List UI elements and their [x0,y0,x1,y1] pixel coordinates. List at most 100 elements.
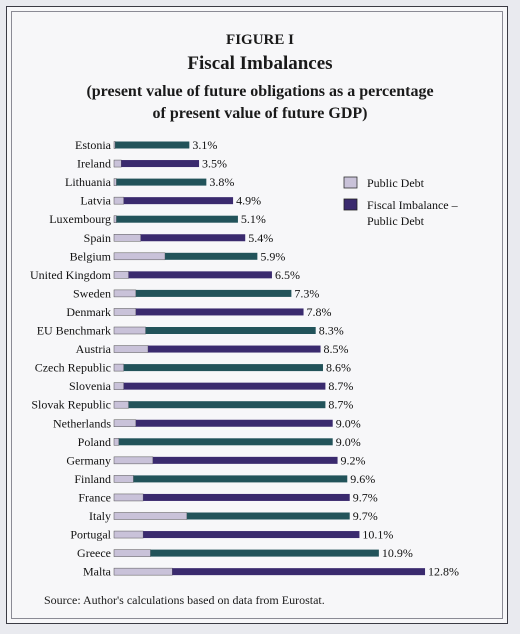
value-label: 10.9% [382,546,413,560]
value-label: 3.1% [192,138,217,152]
bar-fiscal-imbalance [140,234,246,242]
bar-fiscal-imbalance [148,345,321,353]
bar-public-debt [113,271,129,279]
bar-fiscal-imbalance [133,475,348,483]
bar-fiscal-imbalance [128,401,326,409]
value-label: 7.3% [294,286,319,300]
legend-label-public-debt: Public Debt [367,176,425,190]
category-label: Portugal [70,528,111,542]
category-label: Poland [78,435,111,449]
bar-public-debt [113,326,146,335]
value-label: 3.5% [202,157,227,171]
value-label: 8.7% [328,379,353,393]
bar-public-debt [113,382,124,390]
category-label: Germany [66,453,111,467]
category-label: France [78,490,111,504]
bar-fiscal-imbalance [116,215,238,223]
category-label: Czech Republic [35,361,111,375]
bar-public-debt [113,252,166,261]
bar-fiscal-imbalance [123,197,234,205]
chart-subtitle-line-1: (present value of future obligations as … [86,83,434,100]
category-label: Luxembourg [49,212,111,226]
bar-public-debt [113,159,122,168]
category-label: United Kingdom [30,268,112,282]
category-label: EU Benchmark [37,324,111,338]
category-label: Latvia [80,194,111,208]
category-label: Malta [83,565,112,579]
category-label: Belgium [70,249,112,263]
bar-public-debt [113,215,117,223]
bar-fiscal-imbalance [150,549,379,557]
category-label: Lithuania [65,175,112,189]
value-label: 5.4% [248,231,273,245]
bar-fiscal-imbalance [121,160,200,168]
value-label: 5.1% [241,212,266,226]
bar-fiscal-imbalance [123,364,323,372]
category-label: Slovenia [69,379,112,393]
bar-fiscal-imbalance [123,382,326,390]
bar-public-debt [113,345,149,353]
bar-public-debt [113,438,120,446]
category-label: Finland [74,472,111,486]
bar-public-debt [113,512,188,520]
value-label: 10.1% [362,528,393,542]
category-label: Italy [89,509,111,523]
bar-public-debt [113,400,129,409]
chart-subtitle-line-2: of present value of future GDP) [152,105,368,122]
value-label: 3.8% [209,175,234,189]
bar-public-debt [113,549,151,557]
bar-fiscal-imbalance [186,512,350,520]
value-label: 9.7% [353,509,378,523]
legend-label-fiscal-imbalance: Fiscal Imbalance – [367,198,459,212]
bar-fiscal-imbalance [165,252,258,260]
bar-public-debt [113,456,154,465]
value-label: 6.5% [275,268,300,282]
bar-public-debt [113,567,173,576]
bar-public-debt [113,493,144,502]
bar-public-debt [113,289,137,298]
bar-fiscal-imbalance [152,456,338,464]
value-label: 8.5% [324,342,349,356]
bar-fiscal-imbalance [145,327,316,334]
value-label: 9.0% [336,435,361,449]
value-label: 9.0% [336,416,361,430]
bar-public-debt [113,234,141,242]
bar-fiscal-imbalance [172,568,426,576]
chart-title: Fiscal Imbalances [187,53,333,74]
bar-public-debt [113,530,144,539]
bar-fiscal-imbalance [116,178,207,186]
legend-label-fiscal-imbalance-line2: Public Debt [367,214,425,228]
bar-public-debt [113,363,124,372]
bar-public-debt [113,141,116,149]
value-label: 9.7% [353,490,378,504]
category-label: Denmark [66,305,111,319]
bar-fiscal-imbalance [135,308,304,316]
value-label: 4.9% [236,194,261,208]
bar-fiscal-imbalance [128,271,272,279]
category-label: Austria [76,342,112,356]
bar-fiscal-imbalance [143,493,350,501]
bar-public-debt [113,308,137,316]
value-label: 12.8% [428,565,459,579]
bar-public-debt [113,196,124,205]
value-label: 7.8% [307,305,332,319]
bar-public-debt [113,475,134,483]
category-label: Spain [84,231,111,245]
value-label: 8.3% [319,324,344,338]
source-note: Source: Author's calculations based on d… [44,593,325,607]
value-label: 5.9% [260,249,285,263]
bar-fiscal-imbalance [118,438,333,446]
value-label: 9.2% [341,453,366,467]
figure-label: FIGURE I [226,32,294,48]
category-label: Netherlands [53,416,111,430]
bar-fiscal-imbalance [115,141,190,149]
bar-public-debt [113,178,117,186]
bar-fiscal-imbalance [135,289,292,297]
legend-swatch-public-debt [343,176,358,189]
category-label: Slovak Republic [31,398,111,412]
legend-swatch-fiscal-imbalance [343,198,358,211]
bar-fiscal-imbalance [143,531,360,539]
bar-fiscal-imbalance [135,419,333,427]
value-label: 8.7% [328,398,353,412]
